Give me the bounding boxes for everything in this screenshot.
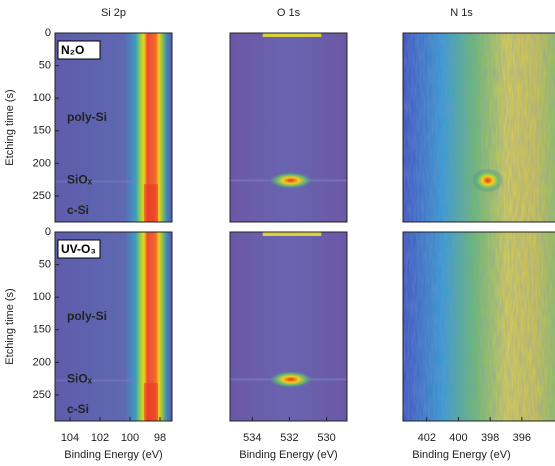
panel-frame: [229, 231, 348, 422]
y-tick-label: 250: [33, 389, 51, 401]
annotation: c-Si: [67, 402, 89, 416]
heatmap: [230, 232, 347, 421]
interface-line: [55, 180, 137, 183]
y-tick-label: 250: [33, 190, 51, 202]
surface-strip: [262, 232, 322, 236]
y-tick-label: 100: [33, 291, 51, 303]
heatmap-image: [230, 232, 347, 421]
y-tick-label: 50: [39, 258, 51, 270]
hot-spot: [471, 168, 504, 193]
annotation: SiOₓ: [67, 173, 93, 187]
heatmap: [55, 232, 172, 421]
hot-spot: [267, 171, 315, 190]
x-tick-label: 402: [418, 432, 436, 444]
interface-line: [55, 379, 137, 382]
label-box: [57, 239, 101, 259]
x-tick-label: 102: [91, 432, 109, 444]
x-tick-label: 398: [481, 432, 499, 444]
x-tick-label: 104: [61, 432, 79, 444]
y-tick-label: 100: [33, 92, 51, 104]
heatmap: [403, 33, 555, 222]
annotation: c-Si: [67, 203, 89, 217]
heatmap: [55, 33, 172, 222]
x-tick-label: 98: [154, 432, 166, 444]
panel-title: Si 2p: [101, 7, 126, 19]
sample-label: UV-O₃: [61, 242, 96, 256]
y-tick-label: 0: [45, 226, 51, 238]
y-tick-label: 0: [45, 27, 51, 39]
annotation: poly-Si: [67, 110, 107, 124]
noise: [403, 232, 555, 421]
y-tick-label: 50: [39, 59, 51, 71]
y-tick-label: 200: [33, 356, 51, 368]
x-axis-label: Binding Energy (eV): [239, 449, 337, 461]
panel-title: N 1s: [450, 7, 473, 19]
x-tick-label: 396: [513, 432, 531, 444]
y-axis-label: Etching time (s): [4, 89, 16, 165]
x-tick-label: 100: [121, 432, 139, 444]
annotation: poly-Si: [67, 309, 107, 323]
x-axis-label: Binding Energy (eV): [412, 449, 510, 461]
y-tick-label: 150: [33, 125, 51, 137]
x-tick-label: 534: [243, 432, 261, 444]
x-axis-label: Binding Energy (eV): [64, 449, 162, 461]
sample-label: N₂O: [61, 43, 84, 57]
panel-frame: [229, 32, 348, 223]
hot-spot: [267, 370, 315, 389]
panel-frame: [54, 32, 173, 223]
label-box: [57, 40, 101, 60]
y-axis-label: Etching time (s): [4, 288, 16, 364]
panel-frame: [402, 231, 555, 422]
heatmap: [230, 33, 347, 222]
panel-frame: [54, 231, 173, 422]
x-tick-label: 532: [280, 432, 298, 444]
x-tick-label: 400: [449, 432, 467, 444]
band-shade: [143, 383, 158, 421]
heatmap-image: [230, 33, 347, 222]
surface-strip: [262, 33, 322, 37]
panel-title: O 1s: [277, 7, 301, 19]
noise: [403, 33, 555, 222]
band-shade: [143, 184, 158, 222]
y-tick-label: 200: [33, 157, 51, 169]
y-tick-label: 150: [33, 324, 51, 336]
heatmap: [403, 232, 555, 421]
annotation: SiOₓ: [67, 372, 93, 386]
panel-frame: [402, 32, 555, 223]
x-tick-label: 530: [317, 432, 335, 444]
